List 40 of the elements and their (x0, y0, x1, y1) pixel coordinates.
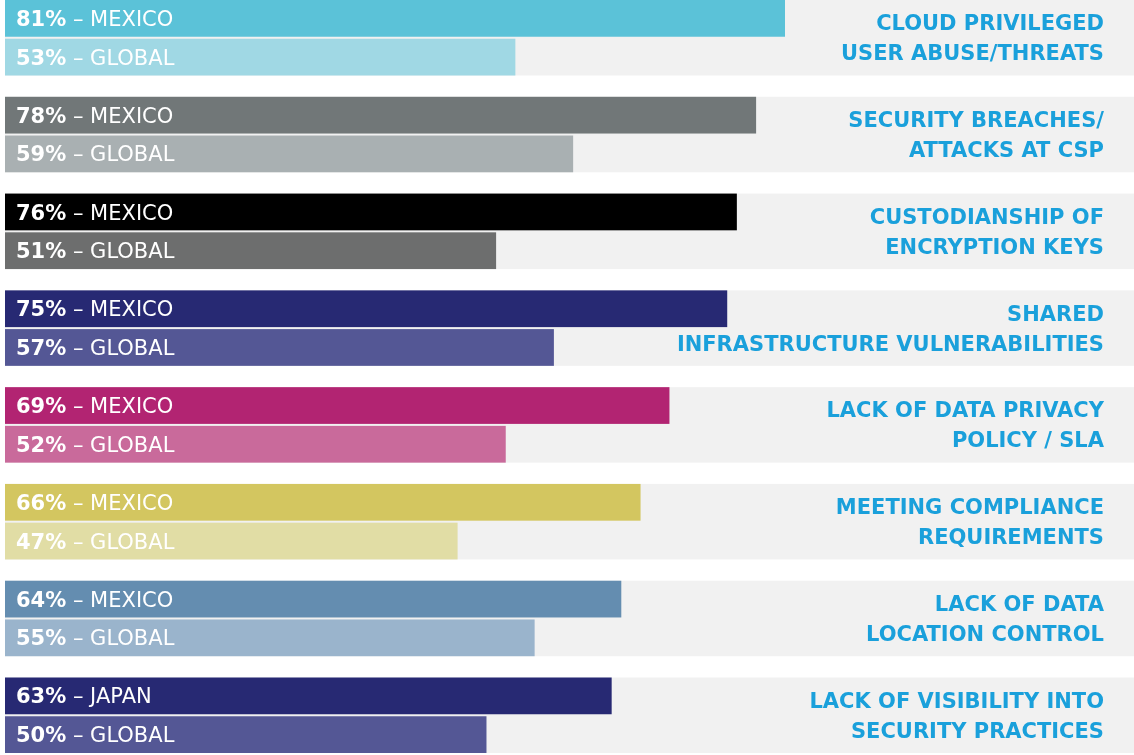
data-label: 78% – MEXICO (16, 103, 174, 128)
bar (5, 290, 728, 328)
bar (5, 677, 612, 715)
bar (5, 193, 737, 231)
data-label: 63% – JAPAN (16, 684, 152, 709)
bar (5, 387, 670, 424)
y-tick-label: LACK OF DATA PRIVACY POLICY / SLA (826, 398, 1105, 453)
bar (5, 483, 641, 521)
y-tick-label: CLOUD PRIVILEGED USER ABUSE/THREATS (841, 11, 1104, 66)
data-label: 52% – GLOBAL (16, 432, 175, 457)
bar (5, 716, 487, 753)
bar (5, 0, 785, 37)
data-label: 50% – GLOBAL (16, 723, 175, 748)
data-label: 64% – MEXICO (16, 587, 174, 612)
bar (5, 38, 516, 76)
data-label: 47% – GLOBAL (16, 529, 175, 554)
bar (5, 619, 535, 657)
data-label: 69% – MEXICO (16, 394, 174, 419)
data-label: 55% – GLOBAL (16, 626, 175, 651)
data-label: 81% – MEXICO (16, 6, 174, 31)
y-tick-label: MEETING COMPLIANCE REQUIREMENTS (835, 495, 1104, 550)
y-tick-label: CUSTODIANSHIP OF ENCRYPTION KEYS (869, 204, 1104, 259)
bar (5, 232, 497, 270)
data-label: 51% – GLOBAL (16, 239, 175, 264)
data-label: 66% – MEXICO (16, 490, 174, 515)
bar (5, 425, 506, 463)
data-label: 53% – GLOBAL (16, 45, 175, 70)
y-tick-label: LACK OF DATA LOCATION CONTROL (866, 592, 1105, 647)
y-tick-label: SECURITY BREACHES/ ATTACKS AT CSP (848, 108, 1105, 163)
bar (5, 522, 458, 560)
data-label: 76% – MEXICO (16, 200, 174, 225)
bar (5, 135, 574, 173)
data-label: 59% – GLOBAL (16, 142, 175, 167)
data-label: 75% – MEXICO (16, 297, 174, 322)
bar (5, 329, 554, 366)
bar (5, 96, 757, 134)
data-label: 57% – GLOBAL (16, 336, 175, 361)
y-tick-label: SHARED INFRASTRUCTURE VULNERABILITIES (676, 301, 1104, 356)
bar (5, 580, 622, 618)
y-tick-label: LACK OF VISIBILITY INTO SECURITY PRACTICES (809, 688, 1104, 743)
